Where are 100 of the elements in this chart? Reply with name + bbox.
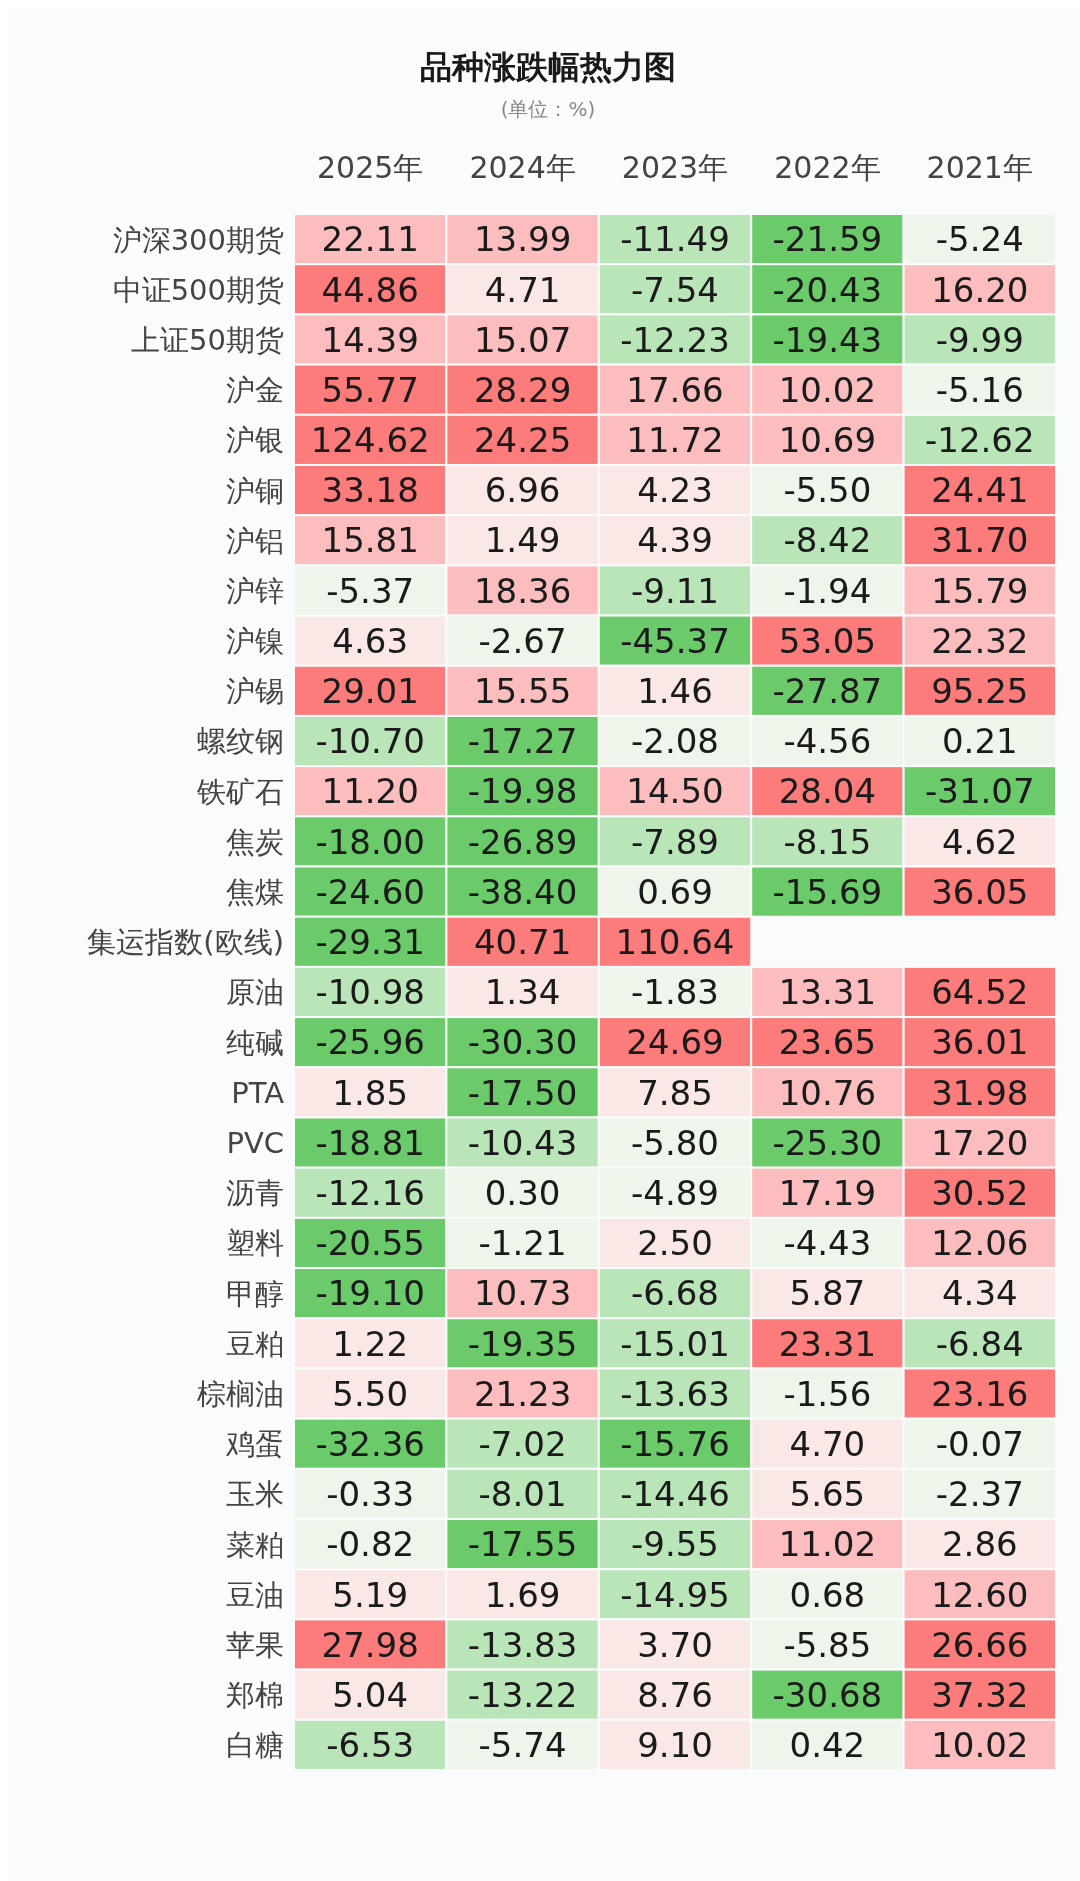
data-label: 4.39 (637, 520, 713, 561)
data-label: 36.01 (931, 1022, 1029, 1063)
data-label: 4.62 (941, 821, 1018, 862)
data-label: 15.55 (473, 671, 572, 712)
data-label: 5.87 (789, 1273, 866, 1314)
y-tick-label: 沪锡 (226, 674, 284, 709)
data-label: -2.08 (631, 721, 719, 762)
y-tick-label: 沪锌 (226, 573, 284, 608)
x-tick-label: 2021年 (926, 150, 1033, 185)
data-label: -9.99 (935, 319, 1024, 360)
data-label: -9.11 (631, 570, 719, 611)
data-label: 5.04 (332, 1674, 409, 1715)
data-label: 14.39 (321, 319, 419, 360)
data-label: 23.31 (778, 1323, 877, 1364)
data-label: -10.70 (315, 721, 425, 762)
data-label: -20.43 (772, 269, 883, 310)
y-tick-label: 焦煤 (226, 875, 284, 910)
data-label: 55.77 (321, 369, 419, 410)
data-label: 8.76 (637, 1674, 713, 1715)
data-label: -8.15 (783, 821, 872, 862)
data-label: 4.23 (637, 470, 713, 511)
data-label: 53.05 (778, 620, 877, 661)
data-label: 23.16 (931, 1373, 1029, 1414)
x-tick-label: 2025年 (317, 150, 424, 185)
data-label: 11.02 (778, 1524, 877, 1565)
data-label: -4.56 (783, 721, 872, 762)
data-label: -15.76 (620, 1423, 730, 1464)
data-label: 27.98 (321, 1624, 419, 1665)
data-label: 9.10 (637, 1725, 713, 1766)
data-label: -29.31 (315, 922, 425, 963)
data-label: 11.72 (626, 420, 724, 461)
data-label: -25.96 (315, 1022, 425, 1063)
x-tick-label: 2022年 (774, 150, 881, 185)
y-tick-label: 铁矿石 (196, 774, 284, 809)
data-label: 36.05 (931, 871, 1029, 912)
data-label: -6.68 (631, 1273, 719, 1314)
data-label: -2.67 (478, 620, 567, 661)
data-label: 1.46 (637, 671, 713, 712)
data-label: -5.50 (783, 470, 872, 511)
data-label: 0.69 (637, 871, 713, 912)
data-label: -38.40 (467, 871, 578, 912)
data-label: 10.73 (473, 1273, 572, 1314)
data-label: -15.69 (772, 871, 883, 912)
data-label: 4.63 (332, 620, 409, 661)
data-label: 10.02 (778, 369, 877, 410)
data-label: -5.74 (478, 1725, 567, 1766)
data-label: -17.27 (467, 721, 578, 762)
y-tick-label: PVC (226, 1126, 284, 1161)
data-label: 30.52 (931, 1173, 1029, 1214)
data-label: 2.50 (637, 1223, 713, 1264)
data-label: 28.04 (778, 771, 877, 812)
data-label: 21.23 (473, 1373, 572, 1414)
data-label: 10.02 (931, 1725, 1029, 1766)
data-label: 0.42 (789, 1725, 866, 1766)
data-label: -19.35 (467, 1323, 578, 1364)
data-label: -2.37 (935, 1474, 1024, 1515)
data-label: -19.10 (315, 1273, 425, 1314)
data-label: 1.85 (332, 1072, 409, 1113)
data-label: -5.16 (935, 369, 1024, 410)
data-label: 0.68 (789, 1574, 866, 1615)
data-label: -13.83 (467, 1624, 578, 1665)
data-label: -30.68 (772, 1674, 883, 1715)
data-label: -12.62 (925, 420, 1035, 461)
data-label: 12.06 (931, 1223, 1029, 1264)
data-label: 33.18 (321, 470, 419, 511)
y-tick-label: 沪镍 (226, 624, 284, 659)
y-tick-label: 上证50期货 (131, 322, 284, 357)
data-label: 17.66 (626, 369, 724, 410)
data-label: 15.81 (321, 520, 419, 561)
y-tick-label: 鸡蛋 (225, 1427, 284, 1462)
data-label: -18.00 (315, 821, 425, 862)
y-tick-label: 沥青 (226, 1176, 284, 1211)
data-label: 4.71 (484, 269, 561, 310)
data-label: 17.19 (778, 1173, 877, 1214)
data-label: -1.21 (478, 1223, 567, 1264)
data-label: 22.32 (931, 620, 1029, 661)
y-tick-label: 棕榈油 (197, 1376, 284, 1411)
y-tick-label: 沪银 (226, 423, 284, 458)
data-label: -14.46 (620, 1474, 730, 1515)
y-tick-label: 沪金 (226, 373, 284, 408)
data-label: 26.66 (931, 1624, 1029, 1665)
data-label: 11.20 (321, 771, 419, 812)
y-tick-label: 纯碱 (226, 1025, 284, 1060)
data-label: 12.60 (931, 1574, 1029, 1615)
data-label: 24.25 (473, 420, 572, 461)
data-label: -0.33 (326, 1474, 415, 1515)
y-tick-label: PTA (231, 1075, 285, 1110)
data-label: 6.96 (484, 470, 561, 511)
data-label: 10.69 (778, 420, 877, 461)
data-label: -17.55 (467, 1524, 578, 1565)
data-label: -24.60 (315, 871, 425, 912)
data-label: -8.42 (783, 520, 872, 561)
y-tick-label: 焦炭 (226, 824, 284, 859)
data-label: -21.59 (772, 219, 883, 260)
data-label: 5.65 (789, 1474, 866, 1515)
data-label: -1.83 (631, 972, 719, 1013)
data-label: 1.22 (332, 1323, 409, 1364)
data-label: 0.30 (484, 1173, 561, 1214)
data-label: 64.52 (931, 972, 1029, 1013)
y-tick-label: 玉米 (226, 1477, 284, 1512)
